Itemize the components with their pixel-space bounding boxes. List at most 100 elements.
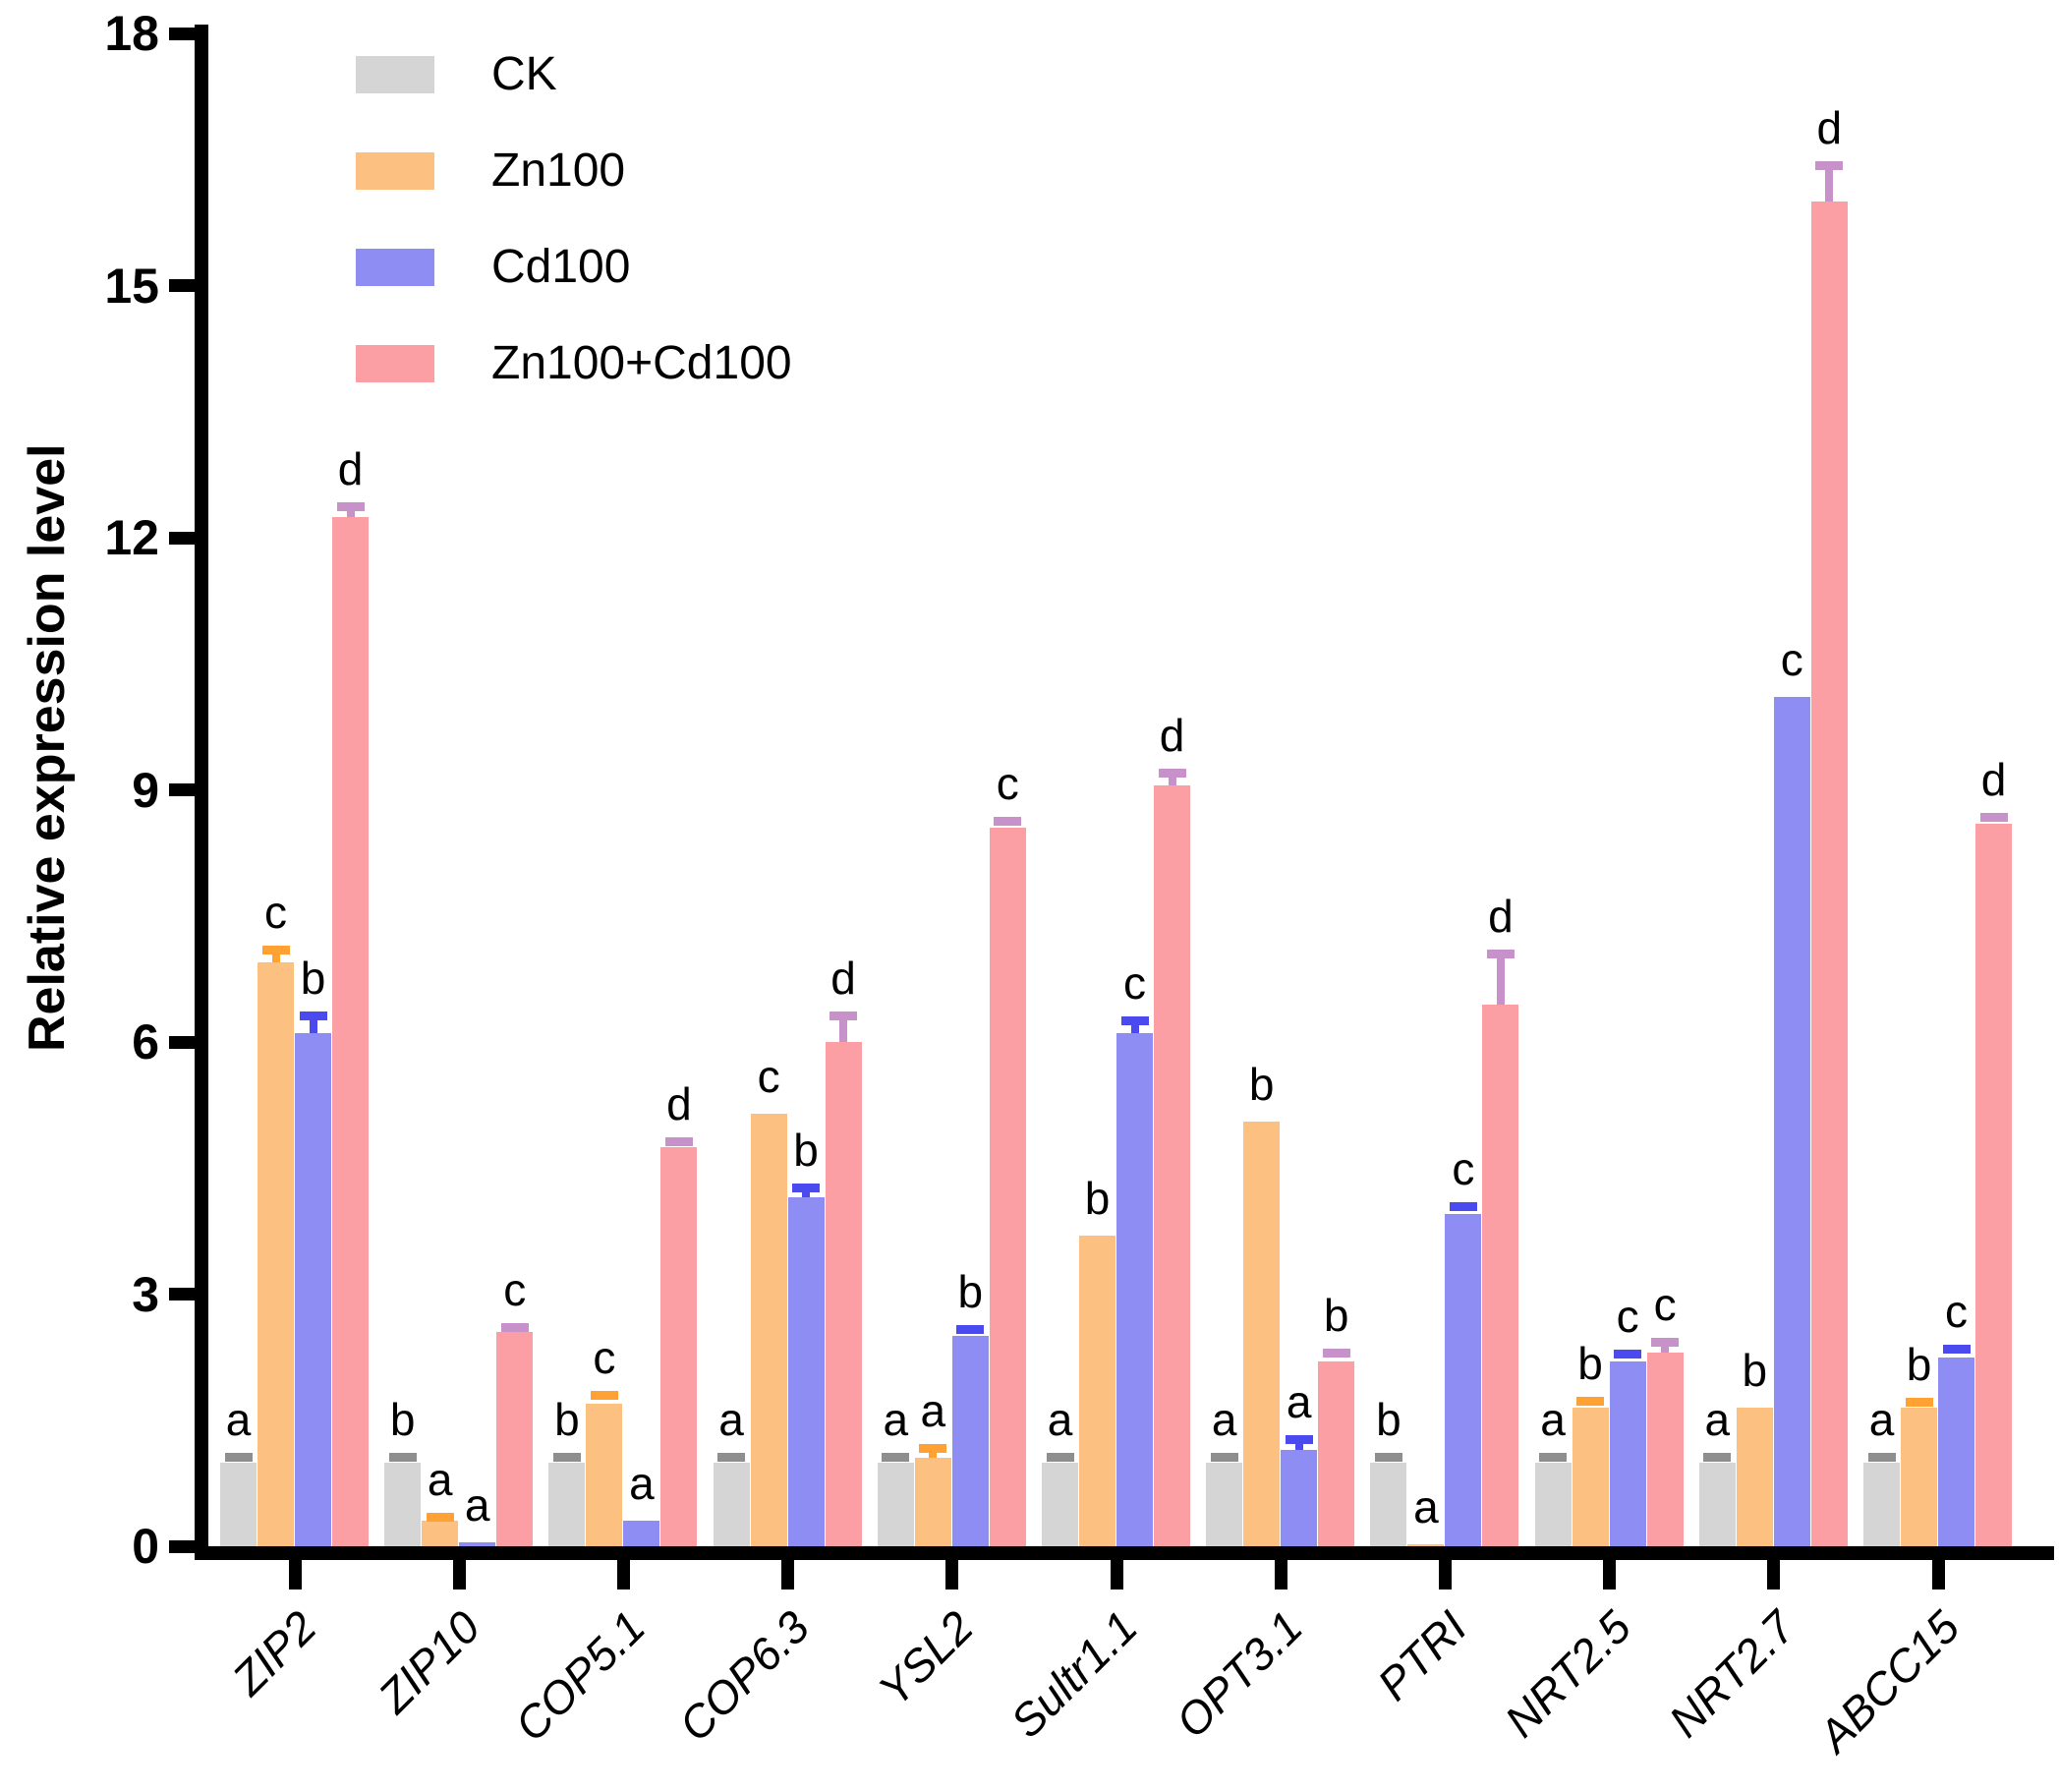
sig-letter-CK-OPT3.1: a xyxy=(1211,1394,1237,1446)
bar-Zn100+Cd100-OPT3.1 xyxy=(1318,1360,1355,1546)
error-cap xyxy=(1651,1338,1680,1348)
x-label-YSL2: YSL2 xyxy=(868,1600,984,1716)
error-cap xyxy=(1322,1349,1350,1358)
y-tick-label: 15 xyxy=(104,258,159,314)
legend-swatch-Cd100 xyxy=(356,249,434,286)
error-whisker xyxy=(802,1186,811,1198)
error-cap xyxy=(388,1453,417,1463)
error-cap xyxy=(552,1453,581,1463)
error-cap xyxy=(224,1453,253,1463)
error-cap xyxy=(994,817,1022,827)
sig-letter-CK-Sultr1.1: a xyxy=(1047,1394,1073,1446)
error-cap xyxy=(1120,1015,1149,1025)
x-tick-mark xyxy=(781,1560,795,1590)
bar-Zn100+Cd100-COP6.3 xyxy=(825,1042,862,1546)
error-cap xyxy=(1210,1453,1238,1463)
bar-Cd100-ZIP2 xyxy=(295,1033,331,1546)
error-whisker xyxy=(929,1447,938,1459)
sig-letter-CK-COP6.3: a xyxy=(718,1394,744,1446)
x-label-ZIP2: ZIP2 xyxy=(222,1600,326,1705)
sig-letter-Cd100-COP5.1: a xyxy=(629,1458,655,1510)
bar-Cd100-NRT2.5 xyxy=(1609,1360,1646,1546)
bar-Cd100-ZIP10 xyxy=(459,1541,496,1546)
y-axis-line xyxy=(195,25,208,1560)
error-whisker xyxy=(1496,954,1505,1005)
sig-letter-Zn100-ZIP10: a xyxy=(427,1454,453,1506)
bar-Zn100+Cd100-ZIP2 xyxy=(332,516,369,1546)
bar-CK-NRT2.7 xyxy=(1698,1462,1736,1546)
bar-CK-ZIP2 xyxy=(220,1462,257,1546)
bar-Zn100-ABCC15 xyxy=(1901,1407,1937,1546)
error-cap xyxy=(261,945,290,954)
bar-CK-COP6.3 xyxy=(713,1462,750,1546)
sig-letter-Cd100-COP6.3: b xyxy=(793,1124,819,1176)
y-tick-mark xyxy=(169,1288,200,1301)
x-tick-mark xyxy=(1603,1560,1617,1590)
bar-Zn100+Cd100-ABCC15 xyxy=(1975,823,2012,1546)
sig-letter-Cd100-ZIP2: b xyxy=(300,952,326,1004)
bar-Cd100-NRT2.7 xyxy=(1773,697,1810,1546)
error-whisker xyxy=(271,949,280,962)
sig-letter-Zn100+Cd100-YSL2: c xyxy=(996,758,1019,810)
error-cap xyxy=(1979,812,2008,822)
error-whisker xyxy=(1168,772,1176,786)
bar-Zn100-OPT3.1 xyxy=(1243,1122,1281,1546)
error-cap xyxy=(1614,1350,1642,1359)
error-cap xyxy=(299,1011,327,1020)
error-whisker xyxy=(1130,1019,1139,1034)
y-tick-label: 9 xyxy=(132,762,159,818)
x-label-Sultr1.1: Sultr1.1 xyxy=(1001,1600,1148,1748)
sig-letter-Zn100+Cd100-Sultr1.1: d xyxy=(1159,709,1185,761)
sig-letter-CK-PTRI: b xyxy=(1376,1394,1401,1446)
error-whisker xyxy=(346,506,355,517)
error-cap xyxy=(664,1136,693,1146)
bar-Zn100-COP6.3 xyxy=(750,1113,787,1546)
x-tick-mark xyxy=(616,1560,630,1590)
bar-CK-Sultr1.1 xyxy=(1042,1462,1078,1546)
error-cap xyxy=(1158,768,1186,778)
sig-letter-Zn100-PTRI: a xyxy=(1413,1481,1439,1533)
x-tick-mark xyxy=(1110,1560,1123,1590)
error-cap xyxy=(426,1513,454,1523)
sig-letter-CK-NRT2.7: a xyxy=(1704,1394,1731,1446)
sig-letter-Zn100+Cd100-PTRI: d xyxy=(1488,891,1514,943)
y-tick-mark xyxy=(169,1035,200,1049)
y-tick-mark xyxy=(169,279,200,292)
sig-letter-Cd100-NRT2.5: c xyxy=(1616,1291,1639,1343)
sig-letter-Zn100+Cd100-ZIP2: d xyxy=(337,443,364,495)
y-tick-mark xyxy=(169,783,200,796)
bar-Zn100+Cd100-NRT2.7 xyxy=(1810,202,1848,1546)
y-tick-label: 18 xyxy=(104,6,159,61)
bar-Cd100-COP5.1 xyxy=(623,1521,660,1546)
error-cap xyxy=(919,1443,947,1453)
bar-CK-PTRI xyxy=(1370,1462,1407,1546)
error-cap xyxy=(829,1011,858,1020)
error-cap xyxy=(1046,1453,1074,1463)
x-label-PTRI: PTRI xyxy=(1367,1600,1476,1710)
error-cap xyxy=(1374,1453,1402,1463)
legend-swatch-Zn100+Cd100 xyxy=(356,345,434,382)
legend-swatch-Zn100 xyxy=(356,152,434,190)
sig-letter-CK-COP5.1: b xyxy=(554,1394,580,1446)
error-cap xyxy=(1867,1453,1896,1463)
x-axis-line xyxy=(195,1546,2054,1560)
legend-swatch-CK xyxy=(356,56,434,93)
error-whisker xyxy=(309,1014,317,1034)
sig-letter-CK-ZIP2: a xyxy=(225,1394,252,1446)
bar-CK-OPT3.1 xyxy=(1206,1462,1243,1546)
bar-Cd100-ABCC15 xyxy=(1938,1357,1974,1546)
error-cap xyxy=(590,1391,618,1401)
x-label-COP5.1: COP5.1 xyxy=(504,1600,655,1752)
sig-letter-Cd100-Sultr1.1: c xyxy=(1123,956,1146,1009)
error-cap xyxy=(792,1183,821,1192)
bar-CK-NRT2.5 xyxy=(1534,1462,1572,1546)
sig-letter-Zn100-ABCC15: b xyxy=(1906,1338,1932,1390)
sig-letter-Zn100+Cd100-NRT2.7: d xyxy=(1816,102,1843,154)
error-cap xyxy=(717,1453,746,1463)
x-tick-mark xyxy=(1931,1560,1945,1590)
bar-Zn100-PTRI xyxy=(1407,1544,1445,1546)
sig-letter-Cd100-NRT2.7: c xyxy=(1780,634,1803,686)
bar-Zn100+Cd100-NRT2.5 xyxy=(1646,1353,1684,1546)
bar-Zn100-NRT2.5 xyxy=(1572,1407,1609,1546)
